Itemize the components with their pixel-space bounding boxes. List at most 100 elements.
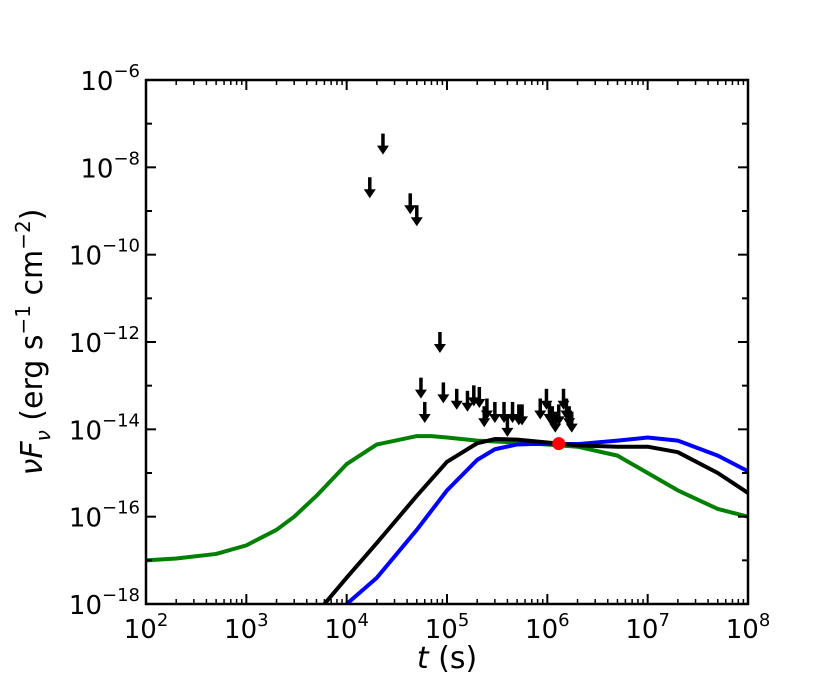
tick-exponent: 6 — [558, 610, 569, 631]
x-tick-label: 103 — [224, 610, 269, 645]
x-axis-label-unit: (s) — [429, 641, 478, 676]
y-tick-label: 10−18 — [69, 585, 140, 621]
upper-limit-arrow — [516, 404, 529, 426]
upper-limit-head — [516, 416, 529, 426]
upper-limit-head — [480, 410, 493, 420]
tick-exponent: 7 — [658, 610, 669, 631]
upper-limit-head — [363, 189, 376, 199]
x-tick-label: 104 — [324, 610, 369, 645]
tick-exponent: 2 — [157, 610, 168, 631]
upper-limit-head — [565, 423, 578, 433]
tick-exponent: 3 — [257, 610, 268, 631]
y-tick-label: 10−12 — [69, 323, 140, 359]
series-line-1 — [146, 434, 748, 563]
tick-exponent: −6 — [113, 61, 140, 82]
tick-exponent: −14 — [102, 410, 140, 431]
x-tick-label: 105 — [425, 610, 470, 645]
x-tick-label: 107 — [625, 610, 670, 645]
upper-limit-arrow — [534, 398, 547, 420]
upper-limit-head — [473, 399, 486, 409]
y-tick-label: 10−6 — [80, 61, 140, 97]
tick-base: 10 — [69, 242, 102, 272]
y-axis-label-math: νF — [15, 441, 50, 476]
plot-frame — [144, 78, 750, 606]
upper-limit-head — [433, 344, 446, 353]
x-tick-label: 108 — [726, 610, 771, 645]
upper-limit-head — [410, 217, 423, 227]
upper-limit-arrow — [552, 404, 565, 426]
upper-limit-head — [404, 205, 417, 215]
upper-limit-head — [437, 394, 450, 404]
upper-limit-arrow — [565, 411, 578, 433]
tick-exponent: −8 — [113, 148, 140, 169]
upper-limit-arrow — [473, 387, 486, 409]
tick-base: 10 — [726, 615, 759, 645]
upper-limit-arrow — [437, 382, 450, 404]
upper-limit-head — [478, 418, 491, 428]
x-tick-label: 106 — [525, 610, 570, 645]
upper-limit-head — [506, 413, 519, 423]
upper-limit-head — [549, 423, 562, 433]
upper-limit-head — [414, 389, 427, 399]
x-tick-labels: 102 103 104 105 106 107 108 — [124, 610, 771, 645]
tick-base: 10 — [625, 615, 658, 645]
tick-base: 10 — [69, 416, 102, 446]
plot-background — [146, 80, 748, 604]
tick-exponent: 5 — [458, 610, 469, 631]
x-axis-label-math: t — [417, 641, 430, 676]
tick-base: 10 — [69, 329, 102, 359]
tick-base: 10 — [324, 615, 357, 645]
series-line-2 — [344, 435, 748, 604]
upper-limit-arrow — [480, 398, 493, 420]
upper-limit-head — [461, 402, 474, 412]
tick-exponent: −18 — [102, 585, 140, 606]
upper-limit-arrow — [414, 377, 427, 399]
upper-limit-arrow — [450, 388, 463, 410]
y-axis-label: νFν (erg s−1 cm−2) — [11, 209, 55, 476]
y-tick-label: 10−14 — [69, 410, 140, 446]
tick-base: 10 — [80, 154, 113, 184]
tick-base: 10 — [425, 615, 458, 645]
x-tick-label: 102 — [124, 610, 169, 645]
y-axis-label-exp1: −1 — [11, 305, 35, 334]
upper-limit-head — [376, 145, 389, 155]
upper-limit-arrow — [418, 401, 431, 423]
y-tick-label: 10−10 — [69, 236, 140, 272]
tick-exponent: −16 — [102, 498, 140, 519]
upper-limit-head — [552, 416, 565, 426]
y-tick-label: 10−16 — [69, 498, 140, 534]
y-axis-label-sub: ν — [31, 430, 55, 441]
y-tick-label: 10−8 — [80, 148, 140, 184]
upper-limit-head — [418, 413, 431, 423]
tick-base: 10 — [69, 591, 102, 621]
y-axis-label-mid: cm — [15, 250, 50, 305]
upper-limit-arrow — [376, 133, 389, 155]
upper-limit-arrow — [404, 193, 417, 215]
y-axis-label-pre: (erg s — [15, 335, 50, 431]
series-layer — [146, 434, 748, 604]
y-axis-label-exp2: −2 — [11, 220, 35, 249]
upper-limit-arrow — [433, 332, 446, 353]
tick-exponent: 8 — [759, 610, 770, 631]
tick-base: 10 — [224, 615, 257, 645]
tick-base: 10 — [124, 615, 157, 645]
markers-layer — [363, 133, 578, 451]
tick-base: 10 — [525, 615, 558, 645]
upper-limit-head — [534, 410, 547, 420]
upper-limit-head — [488, 413, 501, 423]
tick-exponent: 4 — [357, 610, 368, 631]
tick-base: 10 — [69, 504, 102, 534]
series-line-3 — [322, 437, 748, 604]
upper-limit-arrow — [363, 177, 376, 199]
upper-limit-arrow — [501, 415, 514, 437]
upper-limit-arrow — [461, 390, 474, 412]
upper-limit-arrow — [488, 401, 501, 423]
upper-limit-arrow — [410, 205, 423, 227]
y-axis-label-post: ) — [15, 209, 50, 221]
upper-limit-head — [450, 400, 463, 410]
tick-base: 10 — [80, 67, 113, 97]
upper-limit-head — [501, 427, 514, 437]
x-axis-label: t (s) — [417, 641, 477, 676]
